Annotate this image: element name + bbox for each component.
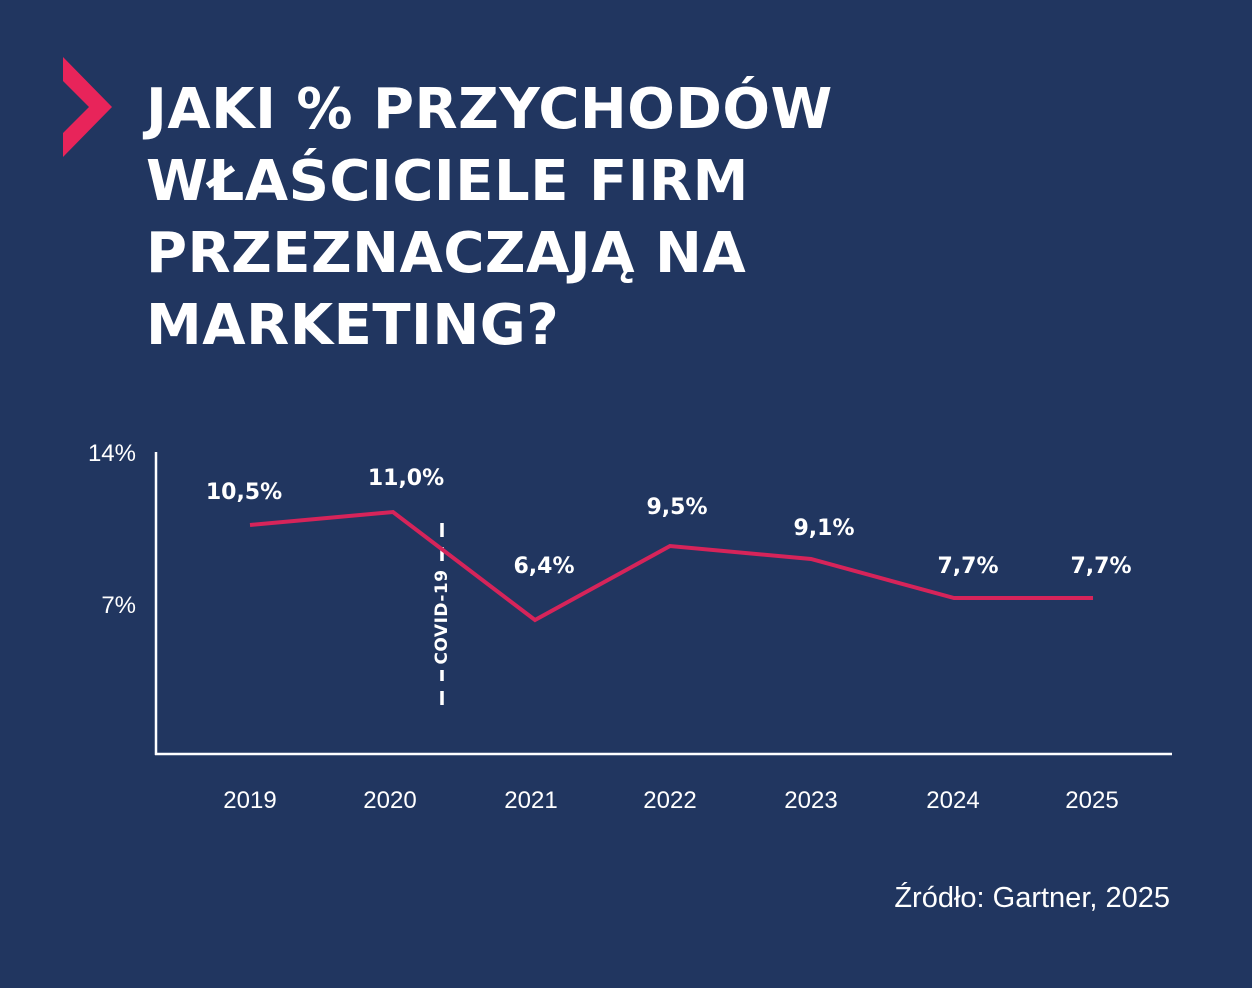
- covid-annotation-label: COVID-19: [432, 569, 452, 665]
- x-tick-2022: 2022: [643, 787, 697, 814]
- x-tick-2021: 2021: [504, 787, 558, 814]
- chevron-right-icon: [63, 57, 112, 157]
- page-title: JAKI % PRZYCHODÓW WŁAŚCICIELE FIRM PRZEZ…: [146, 74, 833, 362]
- covid-label-backdrop: [430, 566, 454, 670]
- x-tick-2024: 2024: [926, 787, 980, 814]
- source-note: Źródło: Gartner, 2025: [894, 882, 1170, 914]
- data-label-2024: 7,7%: [937, 554, 999, 579]
- x-tick-2020: 2020: [363, 787, 417, 814]
- x-tick-2023: 2023: [784, 787, 838, 814]
- x-tick-2025: 2025: [1065, 787, 1119, 814]
- title-line-4: MARKETING?: [146, 293, 560, 358]
- title-line-1: JAKI % PRZYCHODÓW: [146, 77, 833, 142]
- data-label-2023: 9,1%: [793, 516, 855, 541]
- x-tick-2019: 2019: [223, 787, 277, 814]
- data-label-2022: 9,5%: [646, 495, 708, 520]
- y-tick-7: 7%: [101, 592, 136, 619]
- data-label-2019: 10,5%: [205, 480, 283, 505]
- data-label-2020: 11,0%: [367, 466, 445, 491]
- y-tick-14: 14%: [87, 440, 136, 467]
- title-line-3: PRZEZNACZAJĄ NA: [146, 221, 747, 286]
- title-line-2: WŁAŚCICIELE FIRM: [146, 149, 749, 214]
- data-label-2025: 7,7%: [1070, 554, 1132, 579]
- data-line: [249, 509, 1093, 623]
- data-label-2021: 6,4%: [513, 554, 575, 579]
